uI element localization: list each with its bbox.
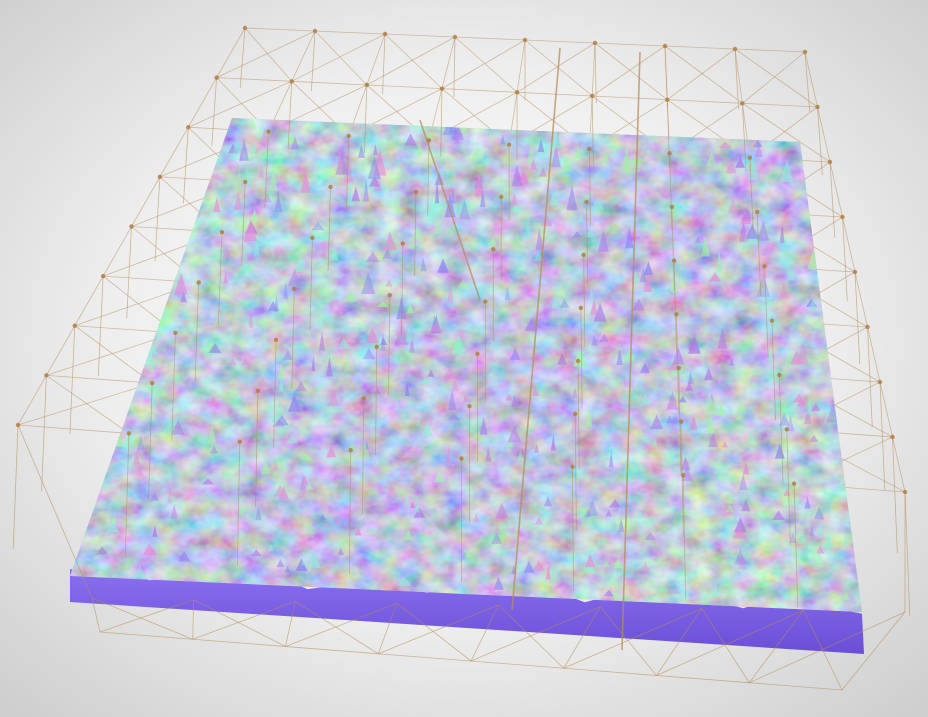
lattice-node [570,464,575,470]
lattice-node [173,330,178,335]
lattice-node [662,43,668,49]
lattice-node [902,489,908,495]
lattice-node [674,312,679,317]
lattice-node [877,379,883,385]
lattice-node [374,344,379,350]
lattice-node [243,179,248,185]
lattice-node [100,273,106,279]
lattice-node [312,28,318,34]
lattice-node [483,299,488,304]
lattice-node [578,305,584,311]
lattice-node [678,419,684,424]
lattice-node [219,229,225,235]
lattice-node [157,174,163,180]
lattice-node [475,351,480,357]
lattice-node [310,235,315,241]
lattice-node [522,37,528,43]
lattice-node [671,258,677,263]
lattice-node [732,46,738,52]
lattice-node [346,133,351,139]
lattice-node [762,264,767,269]
lattice-node [426,138,432,143]
lattice-node [255,388,261,393]
lattice-node [584,199,589,205]
lattice-node [149,380,155,386]
lattice-node [491,247,496,252]
lattice-node [676,365,681,371]
lattice-node [791,481,797,486]
lattice-node [382,31,388,37]
lattice-node [667,151,672,156]
lattice-node [15,422,21,428]
lattice-node [865,324,870,330]
lattice-node [506,142,512,147]
lattice-node [754,209,760,215]
lattice-node [784,427,789,432]
lattice-node [361,396,366,401]
lattice-node [273,337,279,343]
lattice-node [364,82,370,88]
lattice-node [328,184,333,190]
lattice-node [498,194,504,200]
lattice-node [348,447,353,453]
lattice-node [387,293,392,298]
lattice-node [575,358,581,364]
lattice-node [72,323,77,328]
lattice-nodes [15,25,908,495]
lattice-node [587,146,592,152]
lattice-node [237,439,242,444]
lattice-node [459,456,464,461]
lattice-node [840,214,845,220]
lattice-node [669,204,675,210]
lattice-node [129,224,134,229]
lattice-node [852,269,858,275]
lattice-front [12,27,911,691]
lattice-node [740,101,745,106]
lattice-node [589,93,595,99]
lattice-node [890,434,895,440]
lattice-node [413,189,419,195]
lattice-node [777,372,782,378]
terrain-ridges [96,118,851,601]
lattice-node [802,49,808,55]
lattice-node [581,252,586,258]
lattice-node [769,318,775,323]
lattice-node [126,431,132,436]
lattice-node [292,286,297,292]
lattice-node [289,79,294,84]
lattice-node [196,280,201,285]
lattice-node [514,90,520,95]
lattice-node [266,129,271,134]
lattice-node [573,411,578,417]
lattice-node [592,40,598,46]
lattice-node [44,373,49,378]
lattice-node [400,241,406,246]
lattice-node [827,159,833,165]
lattice-node [467,403,472,409]
lattice-node [452,34,458,40]
lattice-node [815,104,820,110]
lattice-node [214,75,219,80]
terrain-side [70,569,864,654]
lattice-node [747,155,752,160]
lattice-node [681,473,686,478]
lattice-node [242,25,248,31]
lattice-node [186,125,191,130]
lattice-node [439,86,445,91]
lattice-node [665,97,670,102]
